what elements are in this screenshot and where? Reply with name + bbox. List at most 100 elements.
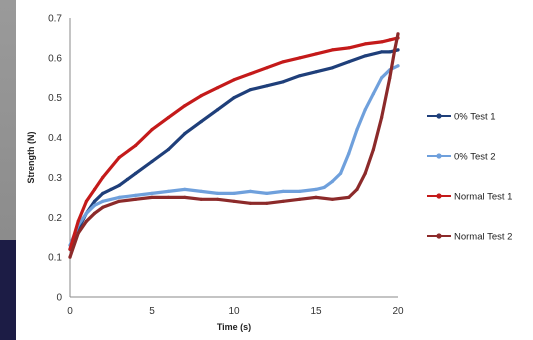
legend-label: 0% Test 1 bbox=[454, 112, 496, 123]
legend-swatch-marker bbox=[436, 193, 442, 199]
data-point bbox=[363, 108, 367, 112]
y-tick-label: 0.6 bbox=[48, 53, 62, 64]
data-point bbox=[183, 132, 187, 136]
data-point bbox=[166, 116, 170, 120]
x-axis-title: Time (s) bbox=[217, 322, 251, 332]
y-tick-label: 0.7 bbox=[48, 14, 62, 25]
data-point bbox=[363, 171, 367, 175]
x-tick-label: 0 bbox=[67, 306, 73, 317]
chart-legend: 0% Test 1 0% Test 2 Normal Test 1 Normal Te… bbox=[427, 112, 512, 243]
legend-swatch-marker bbox=[436, 113, 442, 119]
data-point bbox=[166, 147, 170, 152]
data-point bbox=[76, 231, 80, 235]
data-point bbox=[371, 92, 375, 96]
data-point bbox=[199, 197, 203, 201]
data-point bbox=[216, 108, 220, 112]
y-tick-label: 0.5 bbox=[48, 93, 62, 104]
data-point bbox=[330, 48, 334, 52]
data-point bbox=[216, 197, 220, 201]
data-point bbox=[281, 199, 285, 203]
legend-swatch-marker bbox=[436, 153, 442, 159]
data-point bbox=[298, 189, 302, 193]
series-line-3 bbox=[68, 32, 400, 259]
data-point bbox=[117, 155, 121, 160]
data-point bbox=[150, 128, 154, 132]
x-tick-labels: 0 5 10 15 20 bbox=[67, 306, 404, 317]
data-point bbox=[265, 191, 269, 195]
data-point bbox=[314, 52, 318, 56]
data-point bbox=[117, 195, 121, 199]
data-point bbox=[380, 50, 384, 54]
data-point bbox=[101, 199, 105, 203]
data-point bbox=[84, 199, 88, 203]
data-point bbox=[93, 187, 97, 191]
data-point bbox=[396, 48, 400, 52]
data-point bbox=[248, 201, 252, 205]
data-point bbox=[248, 88, 252, 92]
data-point bbox=[371, 147, 375, 152]
data-point bbox=[330, 179, 334, 183]
data-point bbox=[150, 159, 154, 164]
legend-label: Normal Test 2 bbox=[454, 232, 512, 243]
legend-label: 0% Test 2 bbox=[454, 152, 496, 163]
data-point bbox=[232, 191, 236, 195]
data-point bbox=[166, 189, 170, 193]
data-point bbox=[347, 151, 351, 156]
data-point bbox=[101, 205, 105, 209]
data-point bbox=[93, 211, 97, 215]
legend-label: Normal Test 1 bbox=[454, 192, 512, 203]
y-tick-label: 0.4 bbox=[48, 133, 62, 144]
data-point bbox=[330, 66, 334, 70]
data-point bbox=[84, 219, 88, 223]
data-point bbox=[93, 203, 97, 207]
y-tick-label: 0.1 bbox=[48, 253, 62, 264]
y-tick-labels: 0 0.1 0.2 0.3 0.4 0.5 0.6 0.7 bbox=[48, 14, 62, 304]
slide-accent-bar bbox=[0, 240, 16, 340]
data-point bbox=[216, 86, 220, 90]
data-point bbox=[150, 191, 154, 195]
data-point bbox=[125, 177, 129, 181]
data-point bbox=[363, 54, 367, 58]
data-point bbox=[314, 195, 318, 199]
data-point bbox=[347, 46, 351, 50]
data-point bbox=[355, 187, 359, 191]
data-point bbox=[388, 38, 392, 42]
data-point bbox=[265, 201, 269, 205]
x-tick-label: 20 bbox=[392, 306, 404, 317]
data-point bbox=[248, 72, 252, 76]
data-point bbox=[380, 76, 384, 80]
data-point bbox=[298, 56, 302, 60]
data-point bbox=[298, 197, 302, 201]
y-axis-title: Strength (N) bbox=[26, 132, 36, 184]
data-point bbox=[330, 197, 334, 201]
series-line-1 bbox=[68, 64, 400, 247]
x-tick-label: 15 bbox=[310, 306, 322, 317]
data-point bbox=[183, 187, 187, 191]
data-point bbox=[134, 171, 138, 175]
data-point bbox=[380, 116, 384, 120]
x-tick-label: 5 bbox=[149, 306, 155, 317]
data-point bbox=[199, 120, 203, 124]
data-point bbox=[388, 76, 392, 80]
chart-panel: 0 0.1 0.2 0.3 0.4 0.5 0.6 0.7 0 5 10 15 20 Time (s)… bbox=[16, 0, 533, 340]
y-tick-label: 0.2 bbox=[48, 213, 62, 224]
y-tick-label: 0.3 bbox=[48, 173, 62, 184]
series-line-2 bbox=[68, 36, 400, 251]
data-point bbox=[166, 195, 170, 199]
data-point bbox=[355, 128, 359, 132]
data-point bbox=[134, 193, 138, 197]
data-point bbox=[68, 255, 72, 259]
data-point bbox=[109, 187, 113, 191]
data-point bbox=[232, 199, 236, 203]
data-point bbox=[232, 96, 236, 100]
data-point bbox=[183, 104, 187, 108]
data-point bbox=[314, 70, 318, 74]
data-point bbox=[265, 66, 269, 70]
y-tick-label: 0 bbox=[56, 293, 62, 304]
data-point bbox=[93, 199, 97, 203]
data-point bbox=[298, 74, 302, 78]
data-point bbox=[339, 171, 343, 175]
data-point bbox=[150, 195, 154, 199]
legend-swatch-marker bbox=[436, 233, 442, 239]
series-lines bbox=[68, 32, 400, 259]
